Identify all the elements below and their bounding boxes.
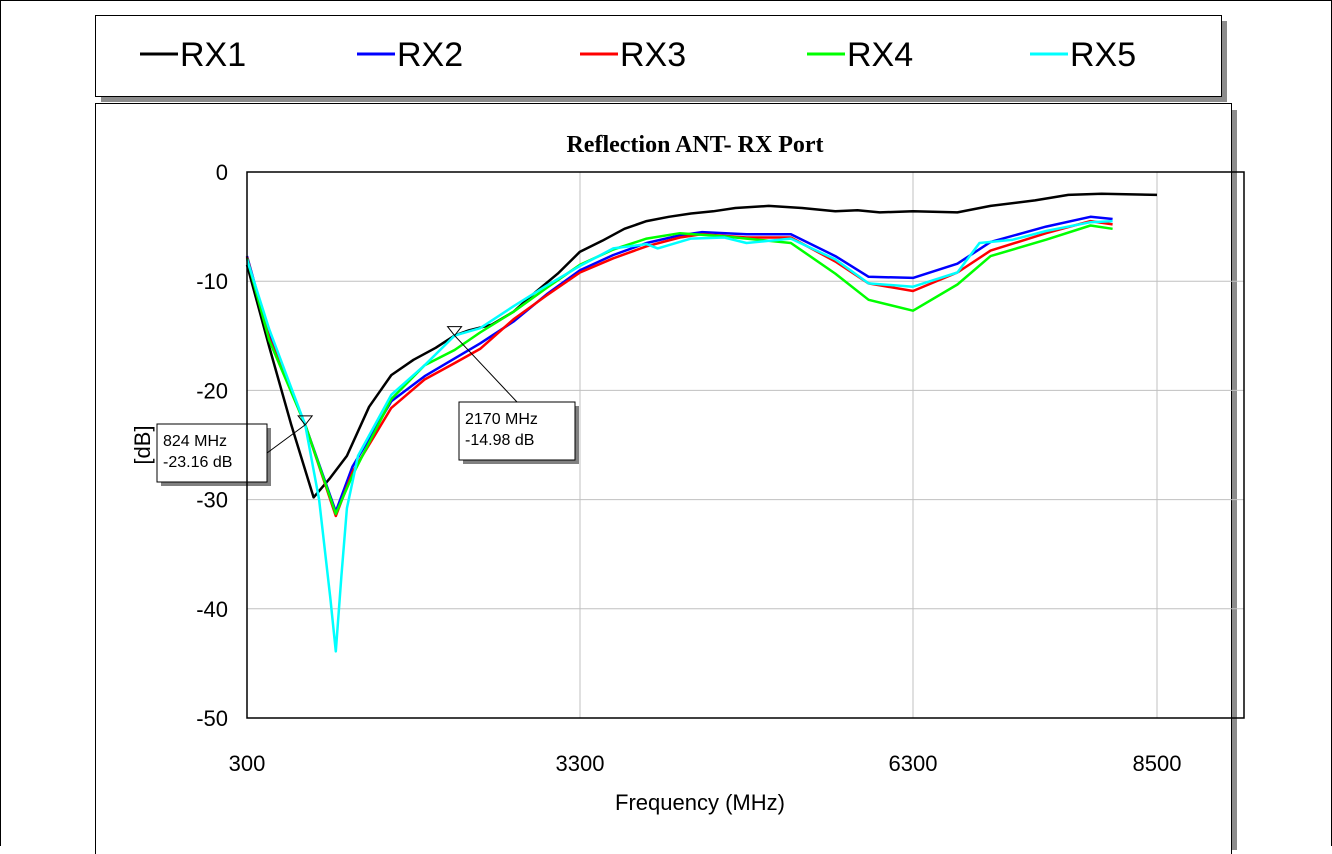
y-axis-title: [dB]: [130, 425, 155, 464]
legend-entry: RX3: [580, 36, 686, 74]
legend: [95, 15, 1222, 97]
plot-area-border: [246, 171, 1245, 719]
series-lines: [245, 192, 1158, 653]
legend-label: RX1: [180, 36, 246, 74]
series-line-rx4: [245, 224, 1113, 516]
legend-entry: RX4: [807, 36, 913, 74]
x-tick-label: 3300: [556, 751, 605, 776]
annotation-text: 2170 MHz: [465, 411, 538, 428]
annotation-marker: [297, 415, 314, 426]
y-tick-label: -20: [196, 378, 228, 403]
legend-label: RX5: [1070, 36, 1136, 74]
legend-entry: RX1: [140, 36, 246, 74]
y-tick-label: 0: [216, 160, 228, 185]
legend-label: RX3: [620, 36, 686, 74]
annotation-leader: [266, 424, 306, 454]
annotation-text: -23.16 dB: [163, 454, 232, 471]
series-line-rx2: [245, 215, 1113, 513]
series-line-rx3: [245, 219, 1113, 518]
x-tick-label: 6300: [889, 751, 938, 776]
gridlines: [247, 172, 1244, 718]
chart-title: Reflection ANT- RX Port: [566, 132, 823, 158]
legend-label: RX2: [397, 36, 463, 74]
legend-shadow-bottom: [101, 96, 1227, 102]
series-line-rx5: [245, 219, 1113, 653]
annotation-text: -14.98 dB: [465, 432, 534, 449]
y-tick-label: -40: [196, 597, 228, 622]
x-tick-label: 8500: [1133, 751, 1182, 776]
legend-shadow-right: [1221, 21, 1227, 102]
legend-entry: RX2: [357, 36, 463, 74]
annotation-box: [156, 423, 268, 483]
legend-label: RX4: [847, 36, 913, 74]
x-axis-title: Frequency (MHz): [615, 790, 785, 815]
y-tick-label: -30: [196, 488, 228, 513]
y-tick-label: -50: [196, 706, 228, 731]
annotation-leader: [454, 335, 518, 403]
annotation-text: 824 MHz: [163, 433, 227, 450]
annotation-marker: [446, 326, 463, 337]
y-tick-label: -10: [196, 269, 228, 294]
annotation-callout: 2170 MHz -14.98 dB: [446, 326, 579, 464]
annotations: 824 MHz -23.16 dB 2170 MHz -14.98 dB: [156, 326, 579, 486]
annotation-callout: 824 MHz -23.16 dB: [156, 415, 314, 486]
legend-entry: RX5: [1030, 36, 1136, 74]
legend-entries: RX1 RX2 RX3 RX4 RX5: [140, 36, 1136, 74]
chart-panel-shadow: [1231, 110, 1237, 850]
series-line-rx1: [245, 192, 1158, 499]
x-tick-label: 300: [229, 751, 266, 776]
